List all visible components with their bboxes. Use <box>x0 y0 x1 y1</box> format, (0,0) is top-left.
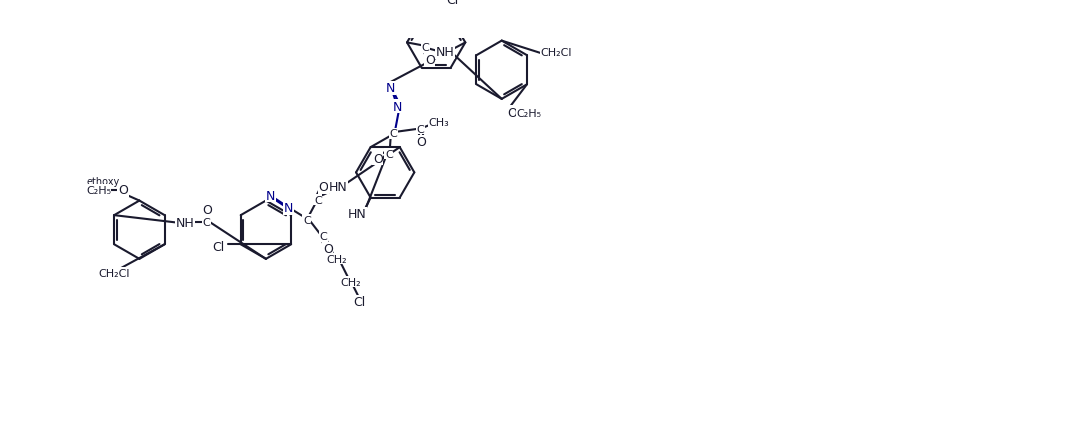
Text: CH₃: CH₃ <box>428 117 449 127</box>
Text: C₂H₅: C₂H₅ <box>517 108 542 118</box>
Text: N: N <box>284 202 293 215</box>
Text: N: N <box>393 101 402 114</box>
Text: O: O <box>318 181 328 194</box>
Text: CH₂: CH₂ <box>340 277 360 287</box>
Text: C: C <box>422 43 429 53</box>
Text: C₂H₅: C₂H₅ <box>86 185 111 195</box>
Text: NH: NH <box>436 46 454 59</box>
Text: O: O <box>202 204 211 217</box>
Text: C: C <box>319 231 327 242</box>
Text: O: O <box>425 54 435 67</box>
Text: C: C <box>416 125 424 135</box>
Text: C: C <box>390 129 397 139</box>
Text: CH₂Cl: CH₂Cl <box>541 47 572 57</box>
Text: Cl: Cl <box>354 295 366 308</box>
Text: CH₂: CH₂ <box>327 254 347 264</box>
Text: NH: NH <box>176 216 194 229</box>
Text: CH₂Cl: CH₂Cl <box>98 268 129 278</box>
Text: Cl: Cl <box>213 240 224 253</box>
Text: HN: HN <box>347 208 367 221</box>
Text: O: O <box>323 243 332 256</box>
Text: N: N <box>386 82 395 95</box>
Text: ethoxy: ethoxy <box>86 176 120 186</box>
Text: N: N <box>265 189 275 202</box>
Text: C: C <box>385 149 393 159</box>
Text: C: C <box>203 218 210 228</box>
Text: O: O <box>118 184 128 197</box>
Text: HN: HN <box>328 180 347 193</box>
Text: Cl: Cl <box>447 0 459 7</box>
Text: O: O <box>415 136 425 149</box>
Text: C: C <box>303 215 311 225</box>
Text: O: O <box>373 152 383 165</box>
Text: C: C <box>314 195 322 205</box>
Text: O: O <box>508 107 518 120</box>
